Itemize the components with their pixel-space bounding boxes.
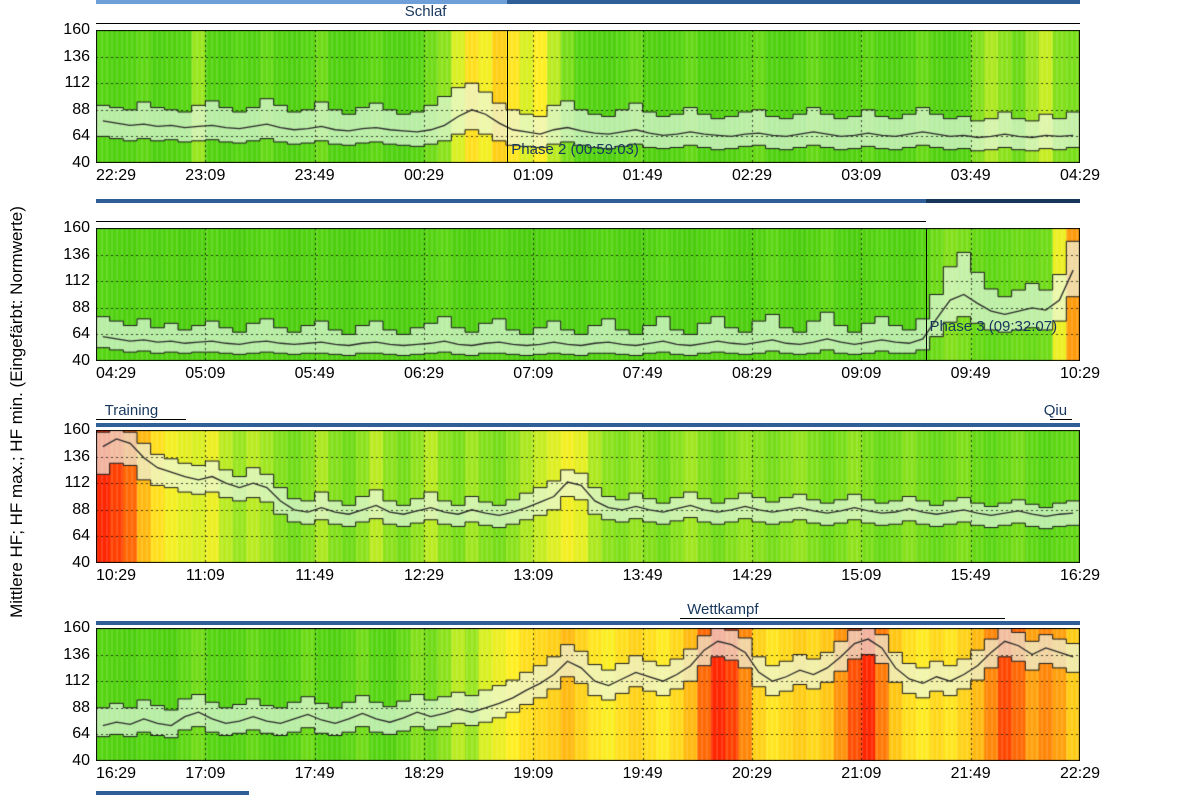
- y-tick-label: 64: [72, 127, 90, 145]
- x-tick-label: 19:09: [513, 765, 554, 782]
- x-tick-label: 05:49: [294, 365, 335, 382]
- phase-segment: [507, 0, 1080, 4]
- phase-bar: [96, 621, 1080, 625]
- y-tick-label: 88: [72, 100, 90, 118]
- y-tick-label: 64: [72, 325, 90, 343]
- x-tick-label: 08:29: [731, 365, 773, 382]
- x-tick-label: 14:29: [731, 567, 773, 584]
- y-tick-label: 64: [72, 527, 90, 545]
- phase-segment: [96, 0, 508, 4]
- x-tick-label: 23:49: [294, 167, 335, 184]
- x-tick-label: 13:49: [622, 567, 663, 584]
- x-tick-label: 09:49: [950, 365, 991, 382]
- period-label-wettkampf: Wettkampf: [687, 601, 759, 618]
- phase-marker-line: [507, 30, 509, 163]
- y-tick-label: 112: [64, 474, 90, 492]
- x-tick-label: 03:49: [950, 167, 991, 184]
- y-tick-label: 136: [63, 645, 90, 663]
- x-tick-label: 10:29: [96, 567, 137, 584]
- x-tick-label: 21:09: [841, 765, 882, 782]
- y-tick-label: 88: [72, 500, 90, 518]
- hr-chart-canvas: [96, 30, 1080, 163]
- x-tick-label: 15:49: [950, 567, 991, 584]
- y-tick-label: 112: [64, 672, 90, 690]
- period-label-qiu: Qiu: [1043, 402, 1068, 419]
- y-tick-label: 160: [63, 21, 90, 38]
- y-tick-label: 136: [63, 47, 90, 65]
- phase-bar-next: [96, 791, 1080, 795]
- period-underline: [96, 221, 926, 222]
- y-tick-label: 40: [72, 554, 90, 571]
- x-tick-label: 04:29: [96, 365, 137, 382]
- y-tick-label: 136: [63, 245, 90, 263]
- x-tick-label: 20:29: [731, 765, 773, 782]
- y-tick-label: 88: [72, 298, 90, 316]
- period-underline: [96, 23, 1080, 24]
- phase-annotation: Phase 3 (09:32:07): [929, 318, 1058, 336]
- x-tick-label: 06:29: [403, 365, 445, 382]
- x-tick-label: 16:29: [96, 765, 137, 782]
- x-tick-label: 17:49: [294, 765, 335, 782]
- phase-marker-line: [925, 228, 927, 361]
- hr-chart-canvas: [96, 228, 1080, 361]
- x-tick-label: 10:29: [1059, 365, 1101, 382]
- phase-bar: [96, 0, 1080, 4]
- x-tick-label: 00:29: [403, 167, 445, 184]
- y-tick-label: 88: [72, 698, 90, 716]
- period-label-training: Training: [104, 402, 159, 419]
- x-tick-label: 04:29: [1059, 167, 1101, 184]
- x-tick-label: 21:49: [950, 765, 991, 782]
- phase-bar: [96, 199, 1080, 203]
- hr-chart-canvas: [96, 628, 1080, 761]
- period-underline: [1050, 419, 1073, 420]
- x-tick-label: 18:29: [403, 765, 445, 782]
- y-tick-label: 112: [64, 74, 90, 92]
- x-tick-label: 11:09: [185, 567, 225, 584]
- period-label-schlaf: Schlaf: [404, 3, 447, 20]
- phase-segment: [96, 791, 249, 795]
- x-tick-label: 15:09: [841, 567, 882, 584]
- x-tick-label: 19:49: [622, 765, 663, 782]
- y-tick-label: 40: [72, 752, 90, 769]
- phase-segment: [96, 423, 1080, 427]
- phase-segment: [96, 621, 1080, 625]
- period-underline: [679, 618, 1006, 619]
- x-tick-label: 22:29: [96, 167, 137, 184]
- x-tick-label: 11:49: [295, 567, 335, 584]
- x-tick-label: 07:49: [622, 365, 663, 382]
- y-tick-label: 160: [63, 421, 90, 438]
- hr-chart-canvas: [96, 430, 1080, 563]
- x-tick-label: 02:29: [731, 167, 773, 184]
- phase-bar: [96, 423, 1080, 427]
- x-tick-label: 17:09: [185, 765, 226, 782]
- x-tick-label: 23:09: [185, 167, 226, 184]
- y-tick-label: 160: [63, 219, 90, 236]
- y-tick-label: 160: [63, 619, 90, 636]
- y-tick-label: 112: [64, 272, 90, 290]
- period-underline: [96, 419, 186, 420]
- y-tick-label: 64: [72, 725, 90, 743]
- x-tick-label: 12:29: [403, 567, 445, 584]
- x-tick-label: 01:09: [513, 167, 554, 184]
- x-tick-label: 03:09: [841, 167, 882, 184]
- phase-annotation: Phase 2 (00:59:03): [511, 140, 639, 158]
- y-tick-label: 40: [72, 352, 90, 369]
- x-tick-label: 13:09: [513, 567, 554, 584]
- y-axis-title: Mittlere HF; HF max.; HF min. (Eingefärb…: [7, 206, 26, 618]
- x-tick-label: 16:29: [1059, 567, 1101, 584]
- x-tick-label: 07:09: [513, 365, 554, 382]
- y-tick-label: 136: [63, 447, 90, 465]
- x-tick-label: 09:09: [841, 365, 882, 382]
- y-tick-label: 40: [72, 154, 90, 171]
- x-tick-label: 05:09: [185, 365, 226, 382]
- x-tick-label: 01:49: [622, 167, 663, 184]
- phase-segment: [925, 199, 1080, 203]
- x-tick-label: 22:29: [1059, 765, 1101, 782]
- phase-segment: [96, 199, 926, 203]
